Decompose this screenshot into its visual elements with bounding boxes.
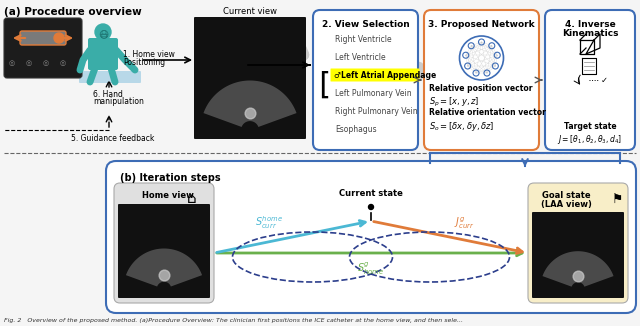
FancyBboxPatch shape xyxy=(313,10,418,150)
Polygon shape xyxy=(204,81,296,127)
Text: ◎: ◎ xyxy=(60,60,66,66)
Text: Left Ventricle: Left Ventricle xyxy=(335,52,386,62)
Text: Fig. 2   Overview of the proposed method. (a)Procedure Overview: The clinician f: Fig. 2 Overview of the proposed method. … xyxy=(4,318,463,323)
FancyBboxPatch shape xyxy=(194,17,306,139)
Text: 😷: 😷 xyxy=(98,29,108,39)
Text: $S^{g}_{home}$: $S^{g}_{home}$ xyxy=(357,261,385,277)
Circle shape xyxy=(54,33,64,43)
Text: manipulation: manipulation xyxy=(93,97,144,106)
FancyBboxPatch shape xyxy=(118,204,210,298)
Text: ⌂: ⌂ xyxy=(187,191,197,206)
Text: Right Ventricle: Right Ventricle xyxy=(335,35,392,43)
Text: Home view: Home view xyxy=(142,191,194,200)
Text: ◎: ◎ xyxy=(9,60,15,66)
Text: Relative orientation vector: Relative orientation vector xyxy=(429,108,546,117)
Text: 1. Home view: 1. Home view xyxy=(123,50,175,59)
Text: ⚑: ⚑ xyxy=(612,193,623,206)
FancyBboxPatch shape xyxy=(20,31,66,45)
Text: Kinematics: Kinematics xyxy=(562,29,618,38)
Text: 5. Guidance feedback: 5. Guidance feedback xyxy=(71,134,154,143)
Text: 4. Inverse: 4. Inverse xyxy=(564,20,616,29)
Point xyxy=(245,110,255,115)
Point xyxy=(159,272,169,277)
Text: Right Pulmonary Vein: Right Pulmonary Vein xyxy=(335,107,418,115)
Text: ◎: ◎ xyxy=(43,60,49,66)
FancyBboxPatch shape xyxy=(88,38,118,70)
Text: Current view: Current view xyxy=(223,7,277,16)
Text: $S^{home}_{curr}$: $S^{home}_{curr}$ xyxy=(255,214,282,231)
Text: $J^{g}_{curr}$: $J^{g}_{curr}$ xyxy=(454,215,475,231)
Text: Relative position vector: Relative position vector xyxy=(429,84,532,93)
Text: Goal state: Goal state xyxy=(541,191,590,200)
Text: ◎: ◎ xyxy=(26,60,32,66)
Text: 2. View Selection: 2. View Selection xyxy=(322,20,410,29)
Text: (a) Procedure overview: (a) Procedure overview xyxy=(4,7,141,17)
FancyBboxPatch shape xyxy=(532,212,624,298)
FancyBboxPatch shape xyxy=(545,10,635,150)
Polygon shape xyxy=(126,248,202,287)
FancyBboxPatch shape xyxy=(4,18,82,78)
Text: Left Atrial Appendage: Left Atrial Appendage xyxy=(341,70,436,80)
Text: ✓: ✓ xyxy=(600,76,607,85)
Text: $\mathit{S}_o = [\delta x, \delta y, \delta z]$: $\mathit{S}_o = [\delta x, \delta y, \de… xyxy=(429,120,495,133)
Text: Target state: Target state xyxy=(564,122,616,131)
Text: $J = [\theta_1, \theta_2, \theta_3, d_4]$: $J = [\theta_1, \theta_2, \theta_3, d_4]… xyxy=(557,133,623,146)
Text: (LAA view): (LAA view) xyxy=(541,200,591,209)
Circle shape xyxy=(95,24,111,40)
Text: 3. Proposed Network: 3. Proposed Network xyxy=(428,20,535,29)
Text: Esophagus: Esophagus xyxy=(335,125,376,134)
FancyBboxPatch shape xyxy=(330,68,419,82)
Text: Positioning: Positioning xyxy=(123,58,165,67)
FancyBboxPatch shape xyxy=(424,10,539,150)
Text: 6. Hand: 6. Hand xyxy=(93,90,123,99)
FancyBboxPatch shape xyxy=(114,183,214,303)
Text: [: [ xyxy=(314,70,332,99)
Text: ♂: ♂ xyxy=(333,70,340,80)
FancyBboxPatch shape xyxy=(79,71,141,83)
Polygon shape xyxy=(543,251,614,287)
Point xyxy=(573,273,583,278)
FancyBboxPatch shape xyxy=(106,161,636,313)
Text: $\mathit{S}_p = [x, y, z]$: $\mathit{S}_p = [x, y, z]$ xyxy=(429,96,479,109)
Text: Left Pulmonary Vein: Left Pulmonary Vein xyxy=(335,88,412,97)
Text: (b) Iteration steps: (b) Iteration steps xyxy=(120,173,221,183)
Circle shape xyxy=(369,204,374,210)
Text: Current state: Current state xyxy=(339,189,403,198)
FancyBboxPatch shape xyxy=(528,183,628,303)
